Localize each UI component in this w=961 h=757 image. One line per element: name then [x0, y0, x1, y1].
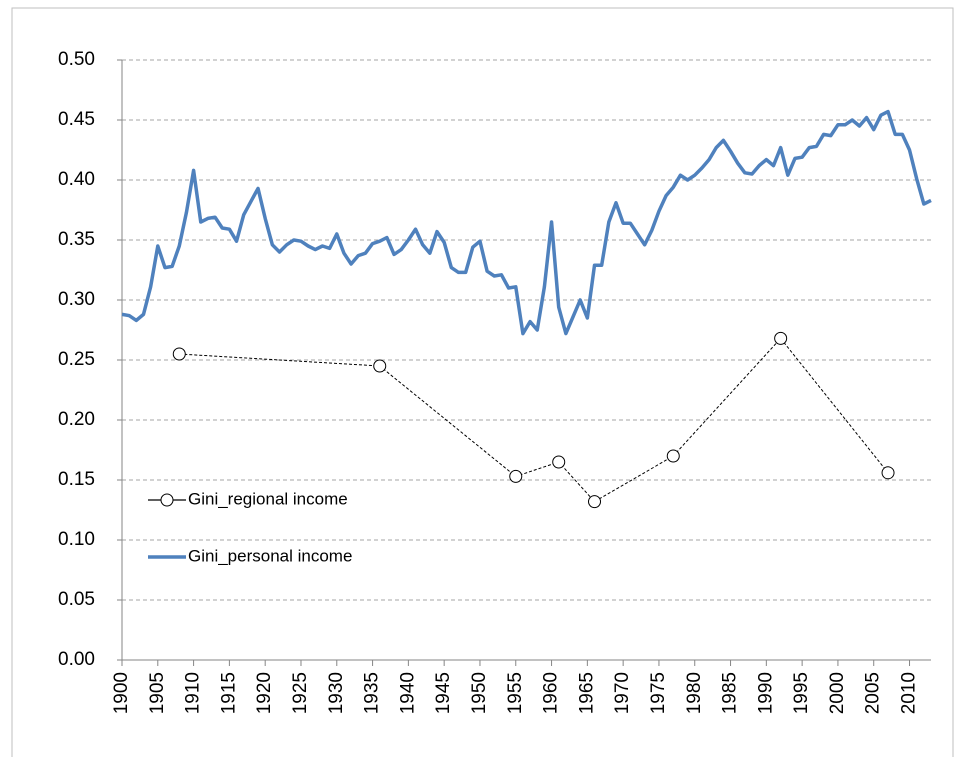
x-tick-label: 1950 — [469, 672, 490, 714]
y-tick-label: 0.15 — [58, 469, 95, 490]
x-tick-label: 2010 — [899, 672, 920, 714]
series-line — [121, 109, 932, 336]
data-point — [666, 449, 680, 463]
x-tick-label: 1925 — [290, 672, 311, 714]
x-tick-label: 2005 — [863, 672, 884, 714]
x-tick-label: 1915 — [218, 672, 239, 714]
x-tick-label: 1930 — [326, 672, 347, 714]
x-tick-label: 1970 — [612, 672, 633, 714]
series-line — [179, 337, 889, 503]
data-point — [172, 347, 186, 361]
data-point — [552, 455, 566, 469]
data-point — [509, 469, 523, 483]
data-point — [881, 466, 895, 480]
x-tick-label: 1980 — [684, 672, 705, 714]
x-tick-label: 2000 — [827, 672, 848, 714]
legend-label: Gini_personal income — [188, 546, 352, 565]
y-tick-label: 0.45 — [58, 109, 95, 130]
x-tick-label: 1920 — [254, 672, 275, 714]
x-tick-label: 1995 — [791, 672, 812, 714]
x-tick-label: 1910 — [183, 672, 204, 714]
x-tick-label: 1905 — [147, 672, 168, 714]
data-point — [774, 331, 788, 345]
legend-marker — [160, 493, 174, 507]
x-tick-label: 1965 — [576, 672, 597, 714]
y-tick-label: 0.10 — [58, 529, 95, 550]
x-tick-label: 1940 — [397, 672, 418, 714]
y-tick-label: 0.05 — [58, 589, 95, 610]
x-tick-label: 1990 — [755, 672, 776, 714]
x-tick-label: 1975 — [648, 672, 669, 714]
x-tick-label: 1900 — [111, 672, 132, 714]
y-tick-label: 0.40 — [58, 169, 95, 190]
y-tick-label: 0.00 — [58, 649, 95, 670]
data-point — [588, 495, 602, 509]
x-tick-label: 1985 — [720, 672, 741, 714]
y-tick-label: 0.30 — [58, 289, 95, 310]
legend-label: Gini_regional income — [188, 489, 348, 508]
x-tick-label: 1935 — [362, 672, 383, 714]
chart-border — [11, 7, 954, 757]
y-tick-label: 0.20 — [58, 409, 95, 430]
y-tick-label: 0.35 — [58, 229, 95, 250]
y-tick-label: 0.25 — [58, 349, 95, 370]
x-tick-label: 1945 — [433, 672, 454, 714]
x-tick-label: 1960 — [541, 672, 562, 714]
data-point — [373, 359, 387, 373]
y-tick-label: 0.50 — [58, 49, 95, 70]
x-tick-label: 1955 — [505, 672, 526, 714]
